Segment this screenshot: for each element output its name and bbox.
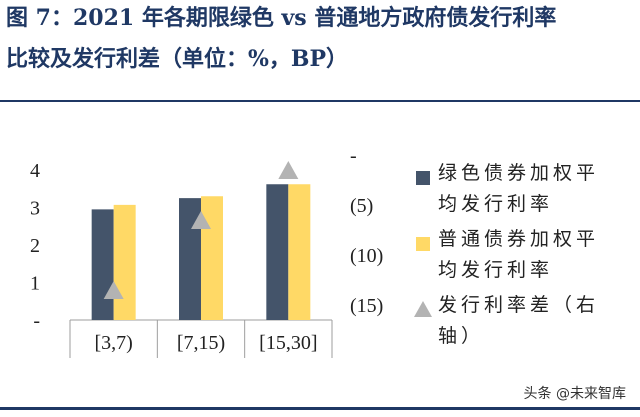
marker-spread — [278, 161, 299, 179]
legend-label-green-bond-1: 绿色债券加权平 — [438, 162, 600, 184]
y-tick-label: 2 — [30, 235, 40, 257]
bar-normal-bond — [288, 184, 311, 320]
bar-green-bond — [91, 209, 114, 320]
x-tick-label: [3,7) — [95, 332, 133, 354]
chart-title-line2: 比较及发行利差（单位：%，BP） — [6, 46, 349, 72]
bar-chart: - 1 2 3 4 - (5) (10) (15) [3,7) [7,15) [15,30] — [30, 145, 383, 358]
legend-label-spread-1: 发行利率差（右 — [438, 294, 600, 316]
y-tick-label: 1 — [30, 273, 40, 295]
legend-swatch-normal-bond — [416, 237, 430, 251]
title-divider — [0, 100, 640, 102]
legend-item-green-bond: 绿色债券加权平 均发行利率 — [414, 158, 634, 220]
y-tick-label: 3 — [30, 198, 40, 220]
y2-tick-label: (10) — [350, 245, 383, 267]
y2-tick-label: - — [350, 145, 357, 167]
marker-spread — [103, 281, 124, 299]
y2-tick-label: (5) — [350, 195, 373, 217]
x-tick-label: [7,15) — [177, 332, 225, 354]
y-tick-label: - — [33, 310, 40, 332]
x-tick-label: [15,30] — [259, 332, 317, 354]
y2-tick-label: (15) — [350, 295, 383, 317]
legend-item-normal-bond: 普通债券加权平 均发行利率 — [414, 224, 634, 286]
marker-spread — [191, 211, 211, 229]
bar-normal-bond — [201, 196, 223, 320]
legend-label-green-bond-2: 均发行利率 — [438, 193, 554, 215]
footer-divider — [0, 407, 640, 410]
bar-green-bond — [179, 198, 201, 320]
bar-green-bond — [266, 184, 289, 320]
legend-item-spread: 发行利率差（右 轴） — [414, 290, 634, 352]
plot-area: - 1 2 3 4 - (5) (10) (15) [3,7) [7,15) [15,30] — [30, 145, 383, 358]
bar-normal-bond — [113, 204, 136, 320]
legend-label-spread-2: 轴） — [438, 325, 485, 347]
legend-swatch-green-bond — [416, 171, 430, 185]
chart-title-line1: 图 7：2021 年各期限绿色 vs 普通地方政府债发行利率 — [6, 5, 557, 31]
legend-triangle-icon — [414, 301, 432, 317]
legend-label-normal-bond-2: 均发行利率 — [438, 259, 554, 281]
chart-legend: 绿色债券加权平 均发行利率 普通债券加权平 均发行利率 发行利率差（右 轴） — [414, 158, 634, 356]
watermark: 头条 @未来智库 — [523, 386, 626, 402]
y-tick-label: 4 — [30, 160, 40, 182]
legend-label-normal-bond-1: 普通债券加权平 — [438, 228, 600, 250]
